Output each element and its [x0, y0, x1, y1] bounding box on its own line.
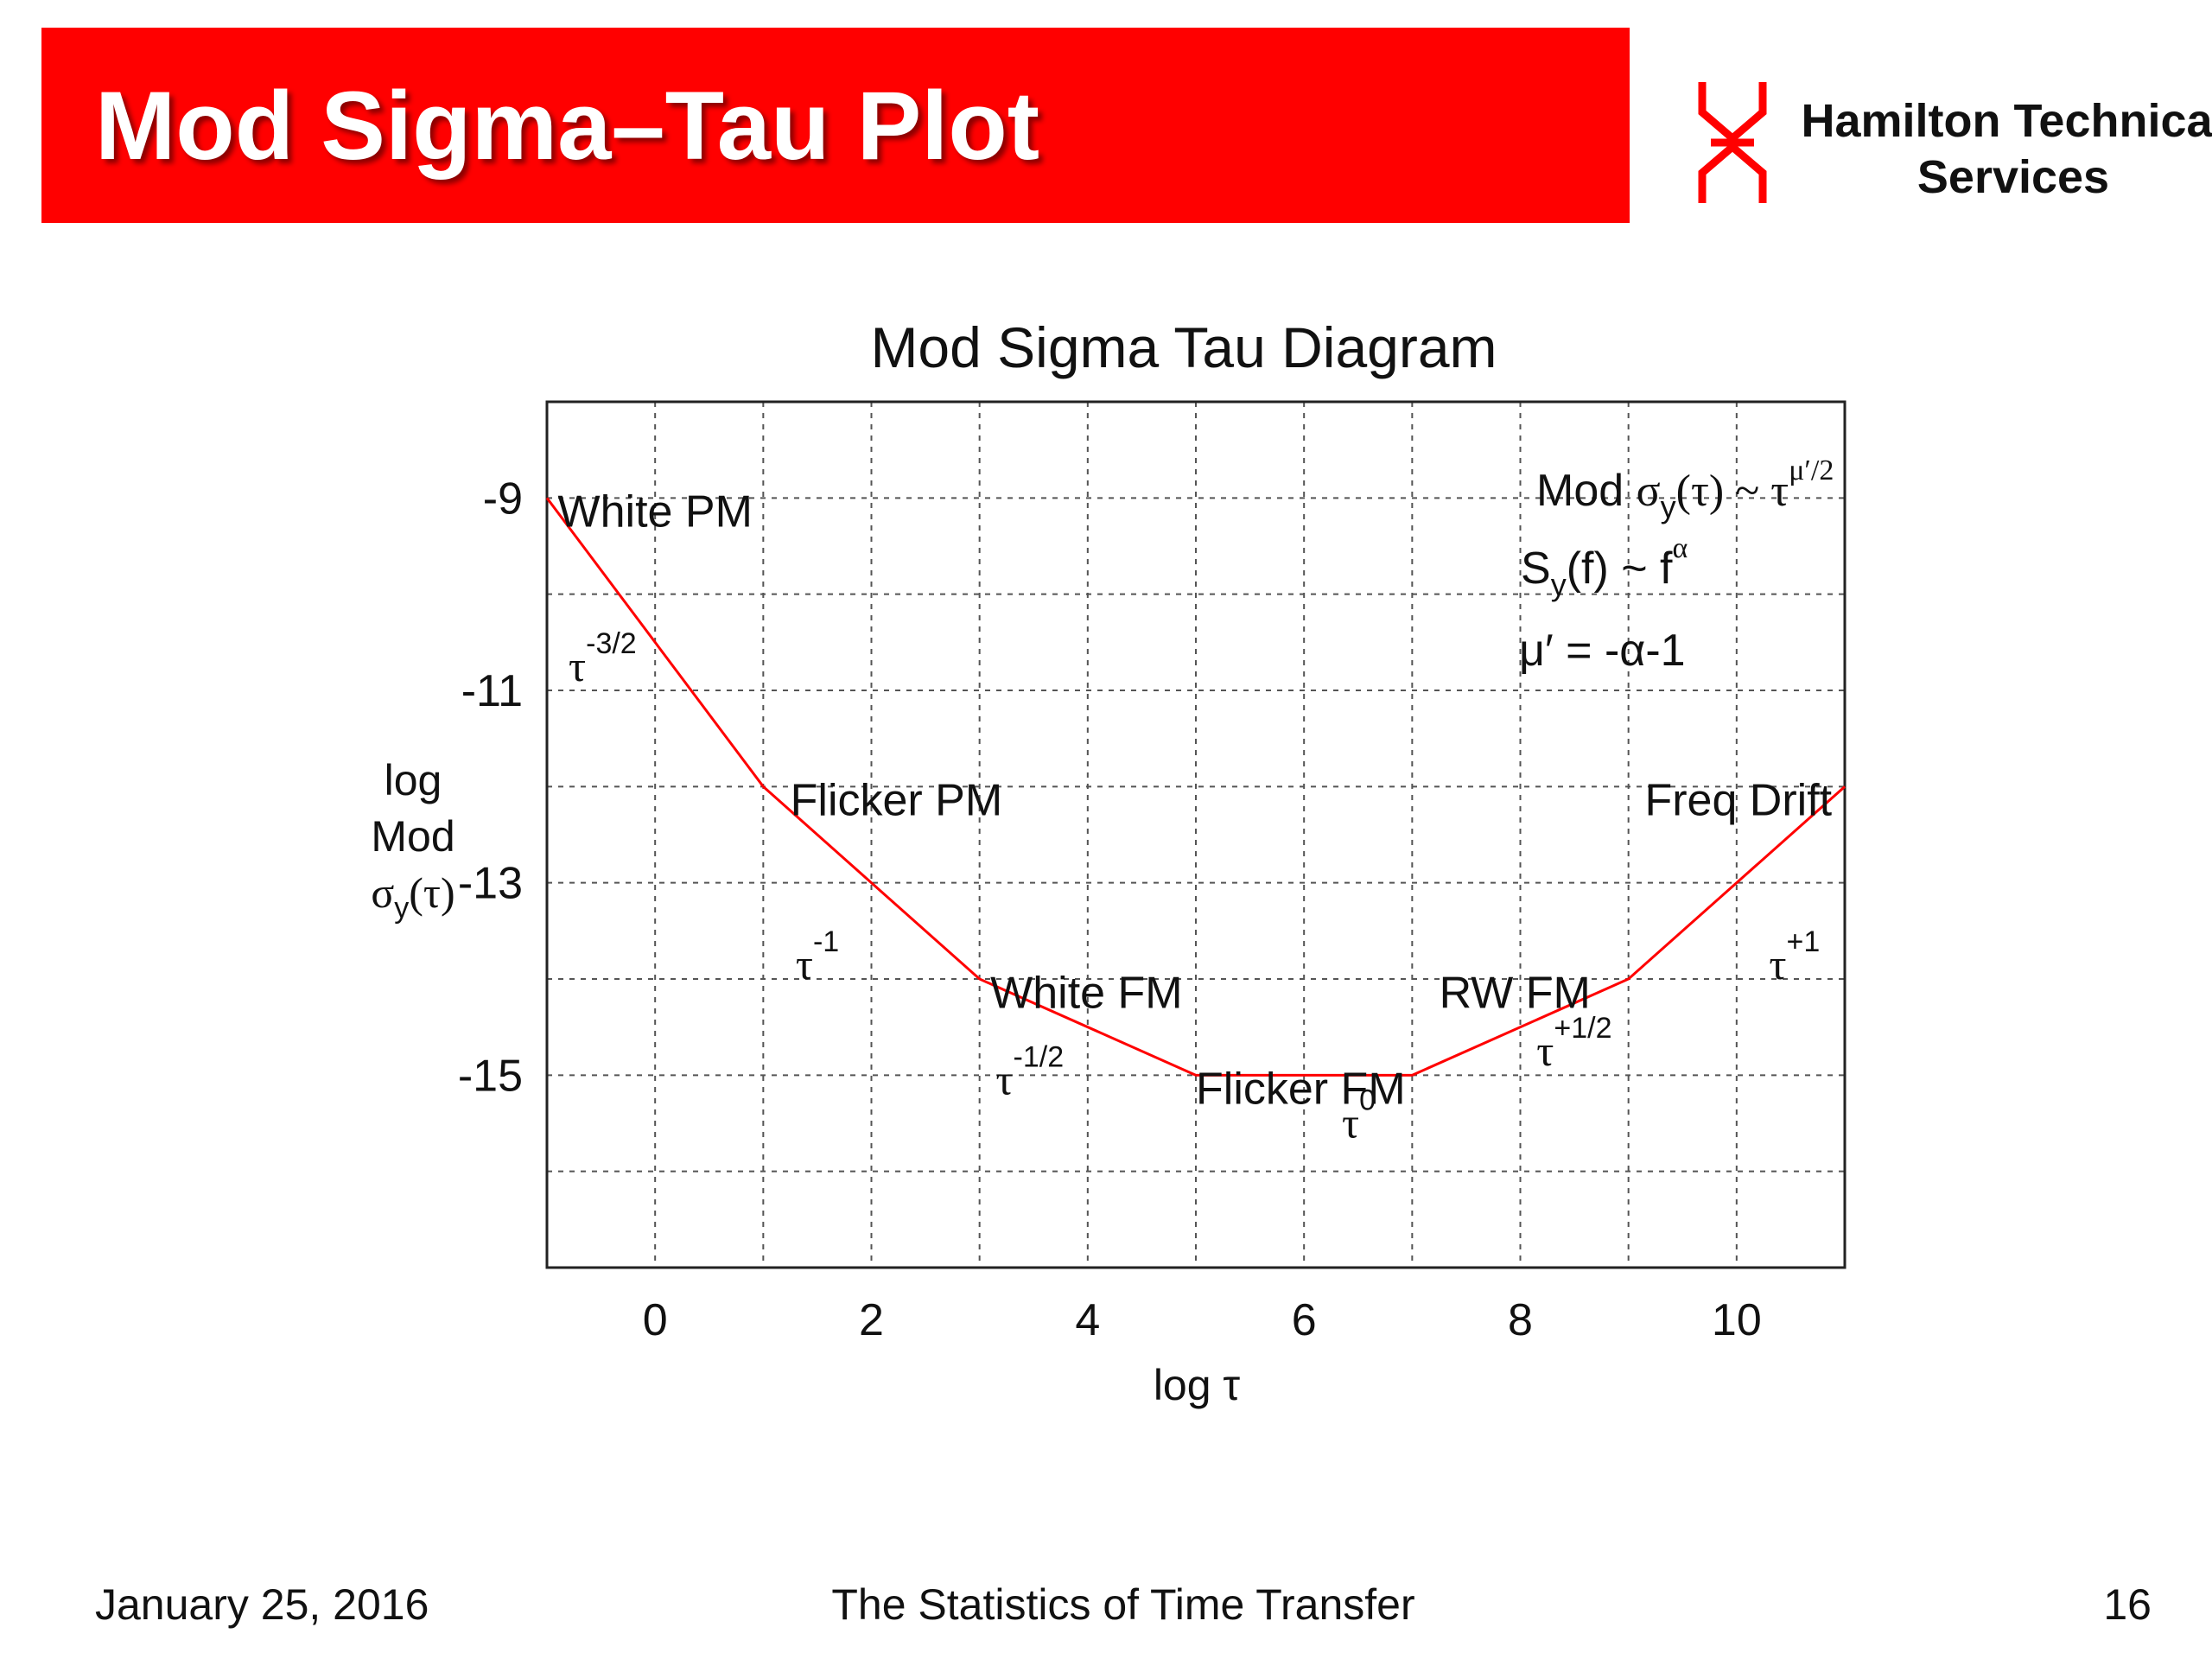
x-tick-label: 8 [1508, 1295, 1533, 1345]
title-bar [41, 28, 1630, 223]
footer-date: January 25, 2016 [95, 1580, 429, 1629]
chart-title: Mod Sigma Tau Diagram [870, 315, 1497, 379]
formula-mu-relation: μ′ = -α-1 [1519, 626, 1686, 676]
y-axis-label-log: log [385, 756, 442, 804]
formula-mod-sigma: Mod σy(τ) ~ τμ′/2 [1536, 454, 1834, 524]
slide-title: Mod Sigma–Tau Plot [95, 72, 1040, 180]
slope-label: τ-1 [796, 925, 839, 988]
company-line-2: Services [1916, 150, 2110, 203]
x-tick-label: 4 [1075, 1295, 1100, 1345]
formula-spectral-density: Sy(f) ~ fα [1521, 532, 1688, 602]
formula-block: Mod σy(τ) ~ τμ′/2 Sy(f) ~ fα μ′ = -α-1 [1519, 454, 1834, 676]
slope-label: τ+1 [1769, 925, 1820, 988]
slope-label: τ+1/2 [1536, 1012, 1611, 1075]
y-tick-label: -13 [458, 859, 523, 909]
company-logo [1698, 82, 1767, 203]
x-tick-label: 0 [643, 1295, 668, 1345]
y-tick-label: -15 [458, 1051, 523, 1101]
series-line [545, 497, 1846, 1077]
company-line-1: Hamilton Technical [1801, 95, 2212, 147]
x-tick-label: 10 [1712, 1295, 1762, 1345]
footer-presentation-title: The Statistics of Time Transfer [831, 1580, 1415, 1629]
company-name: Hamilton Technical Services [1789, 93, 2212, 206]
y-tick-label: -11 [461, 666, 523, 716]
region-label: Flicker FM [1196, 1065, 1406, 1115]
region-label: White PM [558, 487, 753, 537]
y-tick-label: -9 [483, 474, 523, 524]
y-axis-label-sigma: σy(τ) [371, 868, 454, 925]
plot-frame [545, 400, 1847, 1269]
region-label: RW FM [1440, 968, 1591, 1018]
slope-label: τ-3/2 [569, 627, 637, 690]
x-axis-label: log τ [1154, 1361, 1241, 1409]
slope-label: τ-1/2 [995, 1041, 1064, 1104]
y-axis-label-mod: Mod [371, 812, 454, 861]
x-tick-label: 2 [859, 1295, 884, 1345]
region-label: Freq Drift [1644, 776, 1832, 826]
x-tick-label: 6 [1292, 1295, 1317, 1345]
slope-label: τ0 [1342, 1084, 1376, 1147]
region-label: White FM [990, 968, 1182, 1018]
region-label: Flicker PM [791, 776, 1003, 826]
page-number: 16 [2103, 1580, 2152, 1629]
